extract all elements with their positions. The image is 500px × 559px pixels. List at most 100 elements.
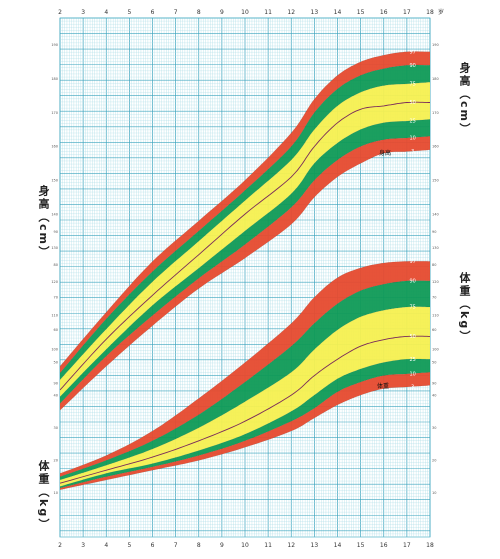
height-y-tick-left: 110 bbox=[51, 314, 58, 318]
weight-curve-10 bbox=[59, 372, 431, 489]
x-tick-bottom: 5 bbox=[127, 542, 131, 549]
x-tick-bottom: 18 bbox=[426, 542, 434, 549]
weight-percentile-tag: 75 bbox=[409, 305, 415, 311]
x-tick-bottom: 4 bbox=[104, 542, 108, 549]
weight-y-tick-right: 20 bbox=[432, 459, 436, 463]
x-tick-top: 5 bbox=[127, 9, 131, 16]
height-y-tick-left: 140 bbox=[51, 212, 58, 216]
weight-band-75-50 bbox=[60, 306, 430, 484]
x-tick-bottom: 12 bbox=[287, 542, 295, 549]
weight-percentile-tag: 97 bbox=[409, 259, 415, 265]
weight-band-97-90 bbox=[60, 261, 430, 477]
height-percentile-tag: 50 bbox=[409, 100, 415, 106]
height-percentile-tag: 10 bbox=[409, 136, 415, 142]
weight-band-50-25 bbox=[60, 336, 430, 487]
weight-percentile-tag: 50 bbox=[409, 334, 415, 340]
weight-curve-90 bbox=[59, 280, 430, 477]
x-tick-bottom: 8 bbox=[197, 542, 201, 549]
axes: 2 3 4 5 6 7 8 9 10 11 12 13 14 15 16 17 18 岁 2 3 4 5 6 7 8 9 10 11 1… bbox=[51, 8, 444, 549]
x-tick-top: 15 bbox=[357, 9, 365, 16]
weight-right-axis-label: 体重（kg） bbox=[458, 272, 471, 344]
weight-y-tick-right: 30 bbox=[432, 426, 436, 430]
weight-y-tick-right: 90 bbox=[432, 230, 436, 234]
x-tick-bottom: 10 bbox=[241, 542, 249, 549]
x-tick-top: 17 bbox=[403, 9, 411, 16]
height-y-tick-left: 130 bbox=[51, 246, 58, 250]
weight-curve-75 bbox=[59, 306, 430, 481]
height-percentile-tag: 75 bbox=[409, 81, 415, 87]
height-y-tick-right: 90 bbox=[432, 381, 436, 385]
weight-curve-97 bbox=[59, 261, 430, 474]
height-y-tick-right: 120 bbox=[432, 280, 439, 284]
height-right-axis-label: 身高（cm） bbox=[458, 62, 471, 136]
height-y-tick-right: 110 bbox=[432, 314, 439, 318]
x-tick-top: 2 bbox=[58, 9, 62, 16]
height-left-axis-label: 身高（cm） bbox=[37, 185, 50, 259]
weight-percentile-tag: 90 bbox=[409, 279, 415, 285]
height-y-tick-right: 130 bbox=[432, 246, 439, 250]
weight-y-tick-left: 20 bbox=[54, 459, 58, 463]
height-y-tick-left: 100 bbox=[51, 348, 58, 352]
weight-y-tick-right: 50 bbox=[432, 361, 436, 365]
x-tick-bottom: 11 bbox=[264, 542, 272, 549]
x-tick-bottom: 16 bbox=[380, 542, 388, 549]
weight-band-90-75 bbox=[60, 280, 430, 480]
x-tick-bottom: 15 bbox=[357, 542, 365, 549]
x-tick-top: 4 bbox=[104, 9, 108, 16]
weight-y-tick-left: 10 bbox=[54, 491, 58, 495]
x-tick-top: 7 bbox=[174, 9, 178, 16]
height-y-tick-right: 170 bbox=[432, 111, 439, 115]
height-curve-label: 身高 bbox=[379, 149, 391, 157]
weight-y-tick-right: 40 bbox=[432, 393, 436, 397]
weight-curve-3 bbox=[59, 385, 431, 490]
height-y-tick-left: 90 bbox=[54, 381, 58, 385]
height-y-tick-right: 190 bbox=[432, 43, 439, 47]
x-tick-top: 岁 bbox=[438, 8, 444, 16]
weight-y-tick-left: 60 bbox=[54, 328, 58, 332]
x-tick-top: 10 bbox=[241, 9, 249, 16]
height-percentile-tag: 3 bbox=[411, 149, 414, 155]
weight-chart: 97 90 75 50 25 10 3 体重 bbox=[59, 259, 431, 490]
height-percentile-tag: 97 bbox=[409, 49, 415, 55]
weight-y-tick-left: 50 bbox=[54, 361, 58, 365]
height-y-tick-left: 120 bbox=[51, 280, 58, 284]
weight-band-10-3 bbox=[60, 372, 430, 490]
x-tick-top: 13 bbox=[311, 9, 319, 16]
weight-y-tick-right: 60 bbox=[432, 328, 436, 332]
weight-y-tick-left: 80 bbox=[54, 263, 58, 267]
height-curve-10 bbox=[59, 136, 431, 404]
height-y-tick-left: 180 bbox=[51, 77, 58, 81]
weight-left-axis-label: 体重（kg） bbox=[37, 460, 50, 532]
weight-y-tick-left: 40 bbox=[54, 393, 58, 397]
height-y-tick-right: 150 bbox=[432, 178, 439, 182]
x-tick-top: 9 bbox=[220, 9, 224, 16]
weight-y-tick-left: 30 bbox=[54, 426, 58, 430]
height-curve-97 bbox=[59, 51, 431, 367]
height-y-tick-right: 160 bbox=[432, 145, 439, 149]
height-y-tick-left: 150 bbox=[51, 178, 58, 182]
height-curve-25 bbox=[59, 119, 431, 397]
weight-curve-25 bbox=[59, 358, 430, 487]
x-tick-bottom: 14 bbox=[334, 542, 342, 549]
height-curve-90 bbox=[59, 64, 430, 374]
weight-curve-label: 体重 bbox=[377, 382, 389, 390]
weight-percentile-tag: 10 bbox=[409, 372, 415, 378]
weight-y-tick-right: 80 bbox=[432, 263, 436, 267]
x-tick-bottom: 2 bbox=[58, 542, 62, 549]
x-tick-bottom: 13 bbox=[311, 542, 319, 549]
height-y-tick-right: 180 bbox=[432, 77, 439, 81]
x-tick-top: 3 bbox=[81, 9, 85, 16]
x-tick-top: 8 bbox=[197, 9, 201, 16]
height-chart: 97 90 75 50 25 10 3 身高 bbox=[59, 49, 431, 411]
x-tick-bottom: 9 bbox=[220, 542, 224, 549]
x-tick-bottom: 17 bbox=[403, 542, 411, 549]
weight-y-tick-left: 70 bbox=[54, 295, 58, 299]
x-tick-bottom: 7 bbox=[174, 542, 178, 549]
height-y-tick-right: 100 bbox=[432, 348, 439, 352]
height-y-tick-left: 170 bbox=[51, 111, 58, 115]
weight-y-tick-right: 10 bbox=[432, 491, 436, 495]
height-percentile-tag: 25 bbox=[409, 119, 415, 125]
weight-curve-50 bbox=[59, 335, 430, 484]
x-tick-top: 14 bbox=[334, 9, 342, 16]
weight-y-tick-left: 90 bbox=[54, 230, 58, 234]
